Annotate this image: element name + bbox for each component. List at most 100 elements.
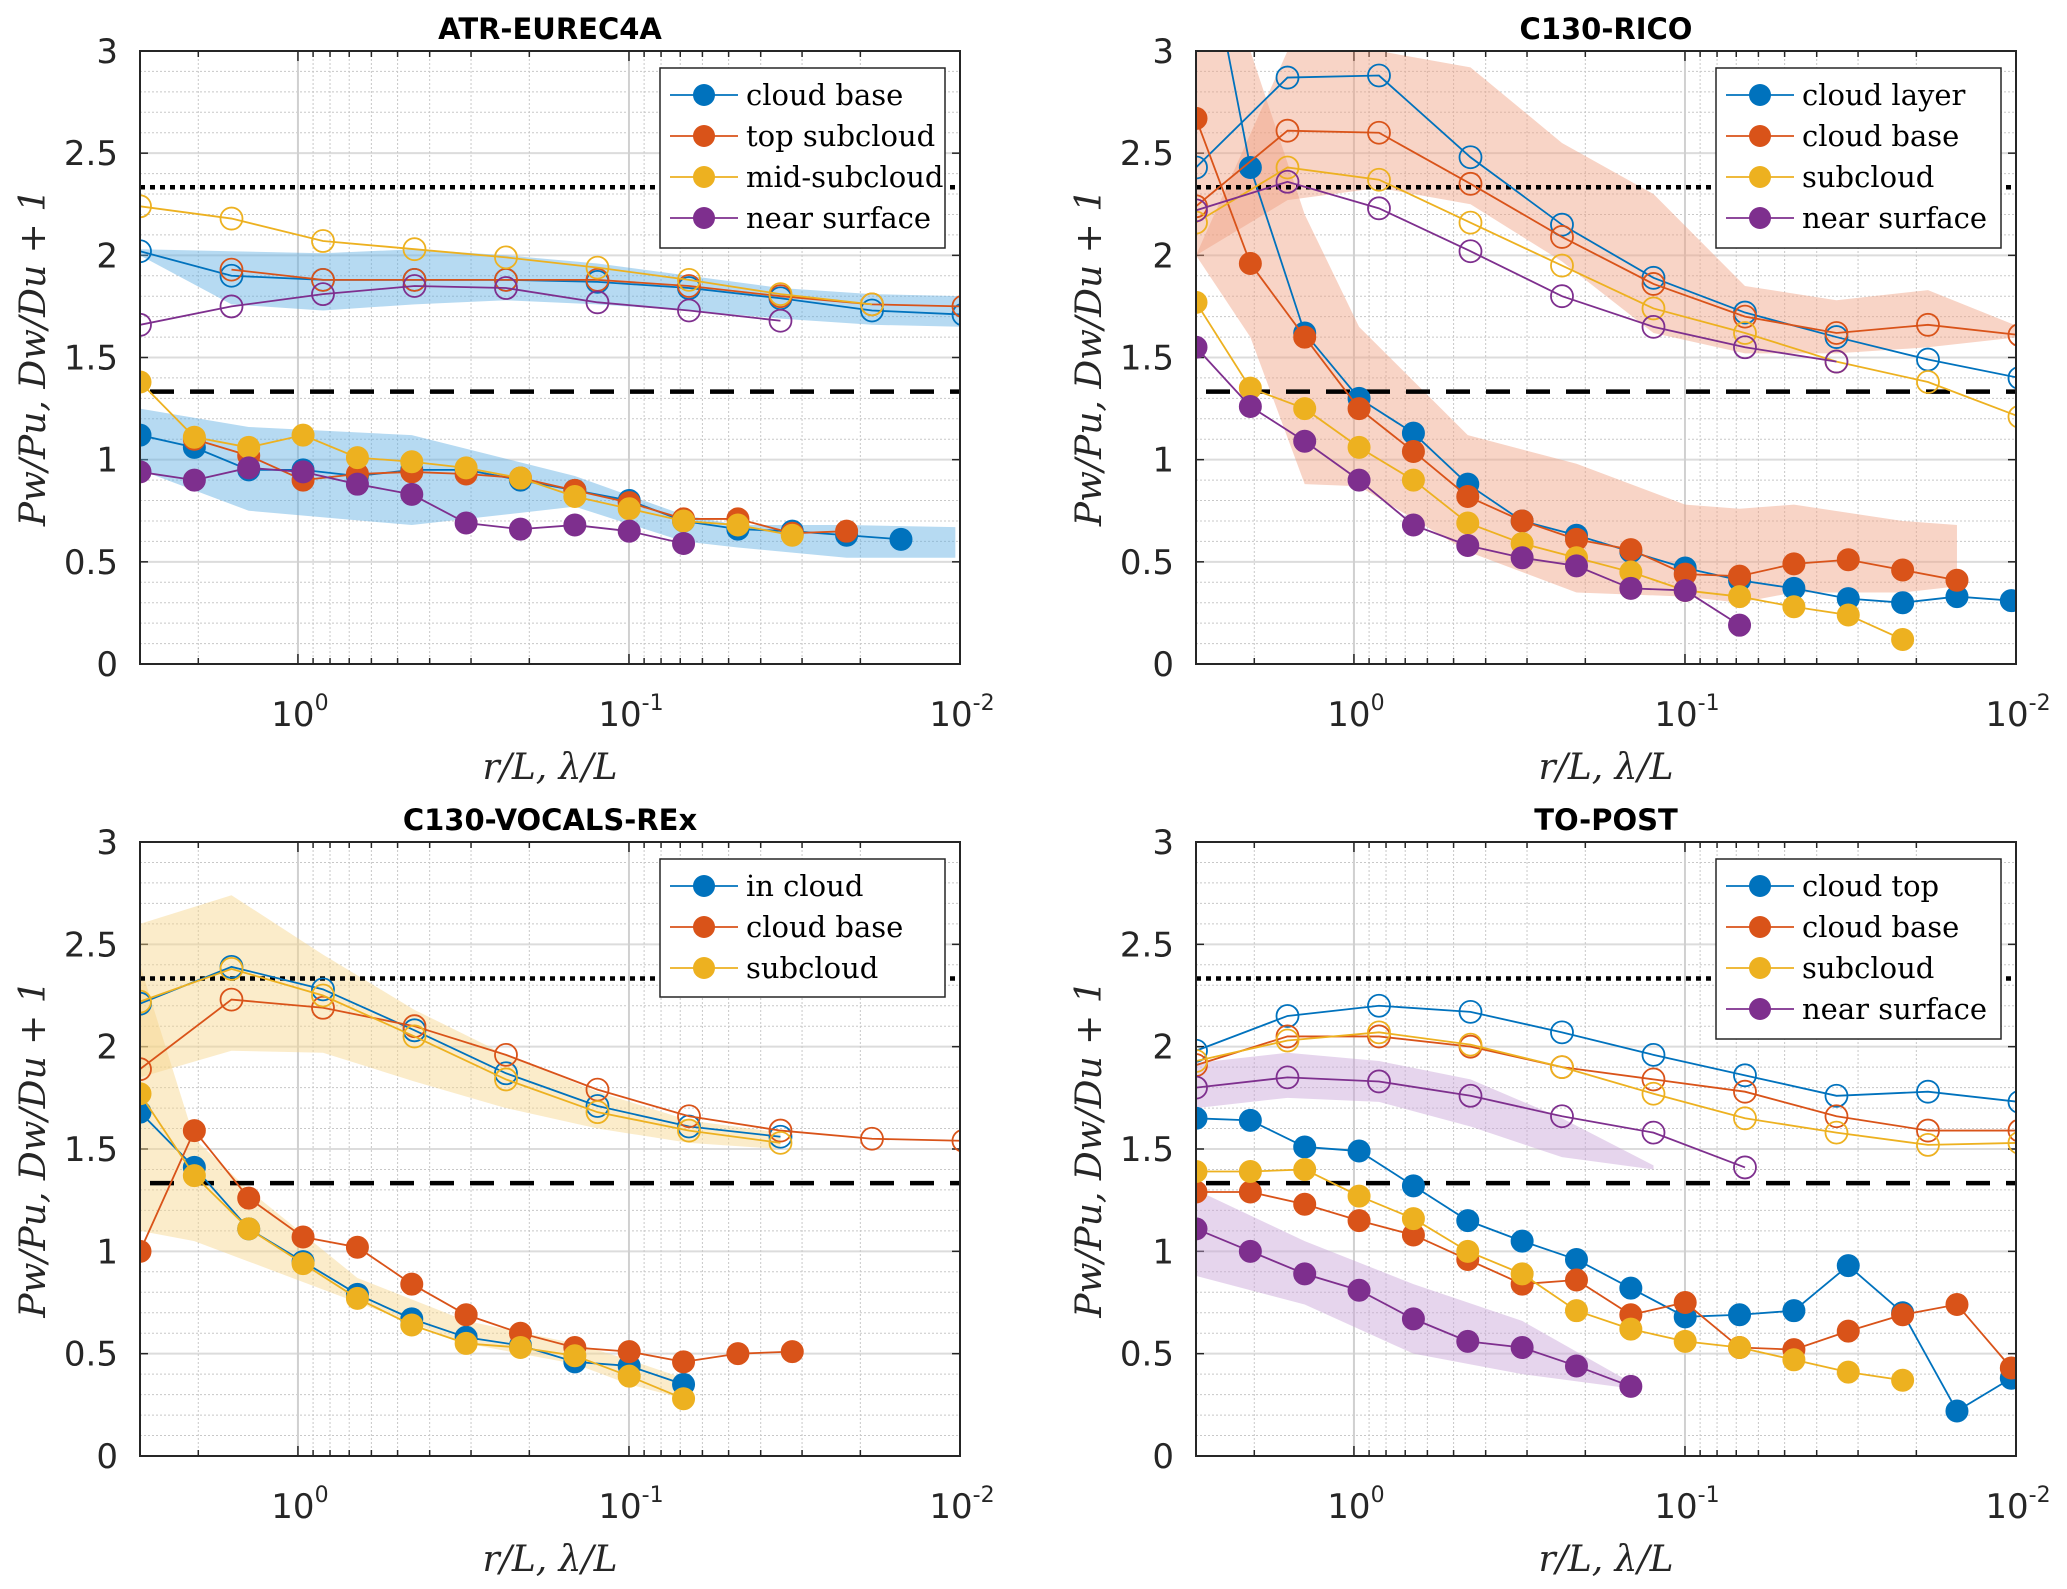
y-tick-label: 1 xyxy=(1152,1232,1174,1272)
legend: in cloud cloud base subcloud xyxy=(659,858,946,998)
data-point-solid xyxy=(1564,554,1588,578)
y-tick-label: 2.5 xyxy=(64,134,118,174)
data-point-open xyxy=(1550,1055,1574,1080)
data-point-open xyxy=(1641,1042,1666,1067)
data-point-open xyxy=(1733,1106,1757,1131)
chart-title: C130-RICO xyxy=(1520,12,1693,46)
data-point-solid xyxy=(1728,564,1752,588)
data-point-solid xyxy=(1293,1157,1317,1181)
data-point-solid xyxy=(1347,397,1371,421)
legend-item: mid-subcloud xyxy=(670,160,943,194)
data-point-open xyxy=(219,987,244,1012)
x-axis-label: r/L, λ/L xyxy=(483,1539,618,1580)
data-point-open xyxy=(585,255,610,280)
data-point-solid xyxy=(1293,429,1317,453)
data-point-open xyxy=(585,1100,610,1125)
data-point-solid xyxy=(454,1303,478,1327)
data-point-solid xyxy=(617,519,641,543)
data-point-open xyxy=(1550,284,1574,309)
data-point-solid xyxy=(454,1331,478,1355)
shaded-band xyxy=(140,895,781,1149)
plot-content xyxy=(1196,976,2016,1423)
data-point-open xyxy=(1367,993,1391,1018)
legend-marker xyxy=(693,166,715,188)
data-point-open xyxy=(1824,1104,1849,1129)
legend-marker xyxy=(1749,916,1771,938)
axes-box xyxy=(1195,841,2017,1457)
series-mid-subcloud xyxy=(140,194,884,547)
data-point-open xyxy=(1916,1118,1940,1143)
legend-marker xyxy=(1749,207,1771,229)
series-line-open xyxy=(140,250,960,316)
x-tick-label: 10-1 xyxy=(598,691,663,735)
legend-label: subcloud xyxy=(746,951,878,985)
data-point-open xyxy=(1916,1133,1940,1157)
data-point-solid xyxy=(1196,106,1208,130)
data-point-solid xyxy=(1401,513,1425,537)
legend-label: cloud top xyxy=(1802,869,1939,903)
series-line-open xyxy=(1196,180,1837,363)
legend-item: cloud top xyxy=(1726,869,1939,903)
shaded-band xyxy=(140,249,960,327)
data-point-open xyxy=(402,267,427,292)
series-line-open xyxy=(1196,74,2016,379)
data-point-solid xyxy=(345,446,369,470)
legend-marker xyxy=(693,957,715,979)
data-point-solid xyxy=(1836,1254,1860,1278)
data-point-open xyxy=(1196,1075,1208,1100)
legend-marker xyxy=(1749,125,1771,147)
data-point-solid xyxy=(1728,1336,1752,1360)
data-point-solid xyxy=(291,423,315,447)
x-tick-label: 100 xyxy=(1327,1483,1384,1527)
legend-label: near surface xyxy=(746,201,931,235)
data-point-open xyxy=(1367,1020,1391,1045)
data-point-open xyxy=(494,1067,518,1092)
data-point-solid xyxy=(1401,468,1425,492)
data-point-open xyxy=(1275,65,1300,90)
data-point-solid xyxy=(1782,1299,1806,1323)
data-point-solid xyxy=(1510,546,1534,570)
data-point-solid xyxy=(1836,548,1860,572)
data-point-open xyxy=(768,1130,793,1155)
data-point-open xyxy=(1733,335,1757,360)
x-tick-label: 10-1 xyxy=(1654,1483,1719,1527)
y-tick-label: 2 xyxy=(96,1028,118,1068)
data-point-open xyxy=(1367,196,1391,221)
data-point-solid xyxy=(1293,1262,1317,1286)
legend-marker xyxy=(693,916,715,938)
data-point-open xyxy=(2007,1090,2016,1114)
data-point-open xyxy=(677,298,701,323)
data-point-solid xyxy=(1836,603,1860,627)
legend-label: mid-subcloud xyxy=(746,160,943,194)
data-point-solid xyxy=(1456,511,1480,535)
legend-marker xyxy=(1749,166,1771,188)
legend-marker xyxy=(1749,84,1771,106)
legend-marker xyxy=(693,84,715,106)
data-point-solid xyxy=(1238,252,1262,276)
x-tick-label: 100 xyxy=(1327,691,1384,735)
data-point-solid xyxy=(1196,1160,1208,1184)
data-point-solid xyxy=(1673,1329,1697,1353)
chart-title: ATR-EUREC4A xyxy=(438,12,662,46)
data-point-solid xyxy=(1728,585,1752,609)
series-cloud-base xyxy=(1196,106,2016,592)
data-point-solid xyxy=(1782,1348,1806,1372)
data-point-solid xyxy=(1510,509,1534,533)
legend-label: in cloud xyxy=(746,869,863,903)
legend-item: subcloud xyxy=(1726,951,1934,985)
legend-item: cloud base xyxy=(1726,119,1959,153)
data-point-open xyxy=(1641,1067,1666,1092)
x-tick-label: 10-2 xyxy=(1985,691,2050,735)
data-point-solid xyxy=(1347,435,1371,459)
data-point-open xyxy=(1196,210,1208,235)
legend-label: cloud base xyxy=(746,78,903,112)
data-point-open xyxy=(1550,253,1574,278)
data-point-open xyxy=(1367,63,1391,88)
data-point-open xyxy=(1733,1063,1757,1088)
data-point-open xyxy=(1196,198,1208,223)
x-tick-label: 10-2 xyxy=(929,691,994,735)
data-point-open xyxy=(1458,1032,1483,1057)
y-tick-label: 1 xyxy=(96,1232,118,1272)
legend-label: cloud layer xyxy=(1802,78,1966,112)
